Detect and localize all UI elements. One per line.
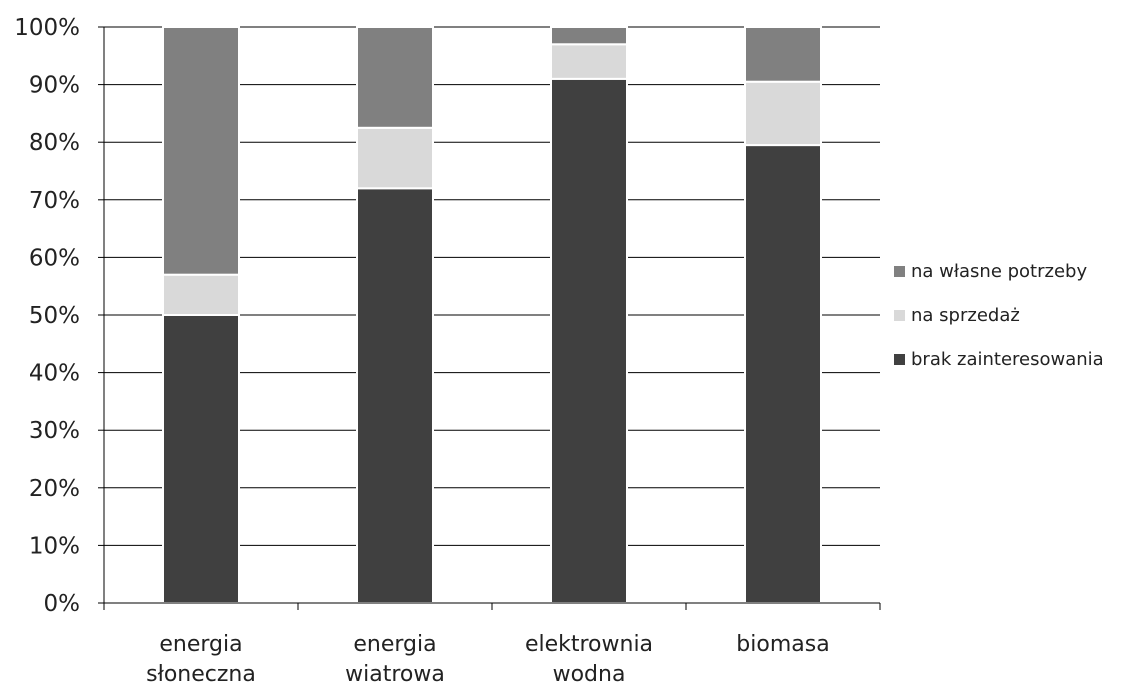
legend: na własne potrzeby na sprzedaż brak zainte… [894, 261, 1104, 370]
legend-swatch [894, 354, 905, 365]
bar-segment [356, 187, 434, 604]
bar-segment [550, 77, 628, 604]
y-tick-label: 10% [29, 533, 80, 559]
bar-segment [744, 26, 822, 83]
legend-label: brak zainteresowania [911, 349, 1104, 370]
axes [98, 26, 881, 610]
x-category-label-line: wiatrowa [345, 662, 445, 687]
y-tick-label: 30% [29, 418, 80, 444]
bar-segment [356, 26, 434, 129]
x-category-label: energia słoneczna [146, 632, 256, 687]
bar-segment [550, 26, 628, 46]
bar-segment [162, 273, 240, 316]
x-category-label-line: elektrownia [525, 632, 653, 657]
x-category-label-line: energia [353, 632, 436, 657]
x-category-label-line: słoneczna [146, 662, 256, 687]
legend-swatch [894, 310, 905, 321]
y-axis-tick-labels: 0% 10% 20% 30% 40% 50% 60% 70% 80% 90% 100% [14, 15, 80, 617]
legend-label: na sprzedaż [911, 305, 1020, 326]
y-tick-label: 90% [29, 73, 80, 99]
x-category-label: biomasa [736, 632, 829, 657]
bar-segment [162, 26, 240, 276]
x-category-label-line: biomasa [736, 632, 829, 657]
y-tick-label: 70% [29, 188, 80, 214]
bar-segment [356, 126, 434, 190]
y-tick-label: 50% [29, 303, 80, 329]
y-tick-label: 60% [29, 245, 80, 271]
y-tick-label: 100% [14, 15, 80, 41]
y-tick-label: 40% [29, 361, 80, 387]
bar-segment [162, 314, 240, 604]
y-tick-label: 0% [44, 591, 81, 617]
x-category-label-line: energia [159, 632, 242, 657]
x-category-label-line: wodna [553, 662, 626, 687]
bar-segment [744, 144, 822, 605]
y-tick-label: 20% [29, 476, 80, 502]
legend-swatch [894, 266, 905, 277]
bar-segment [744, 80, 822, 147]
legend-label: na własne potrzeby [911, 261, 1087, 282]
x-category-label: energia wiatrowa [345, 632, 445, 687]
bars [162, 26, 822, 605]
y-tick-label: 80% [29, 130, 80, 156]
bar-segment [550, 43, 628, 80]
x-category-label: elektrownia wodna [525, 632, 653, 687]
x-axis-category-labels: energia słoneczna energia wiatrowa elektrown… [146, 632, 830, 687]
